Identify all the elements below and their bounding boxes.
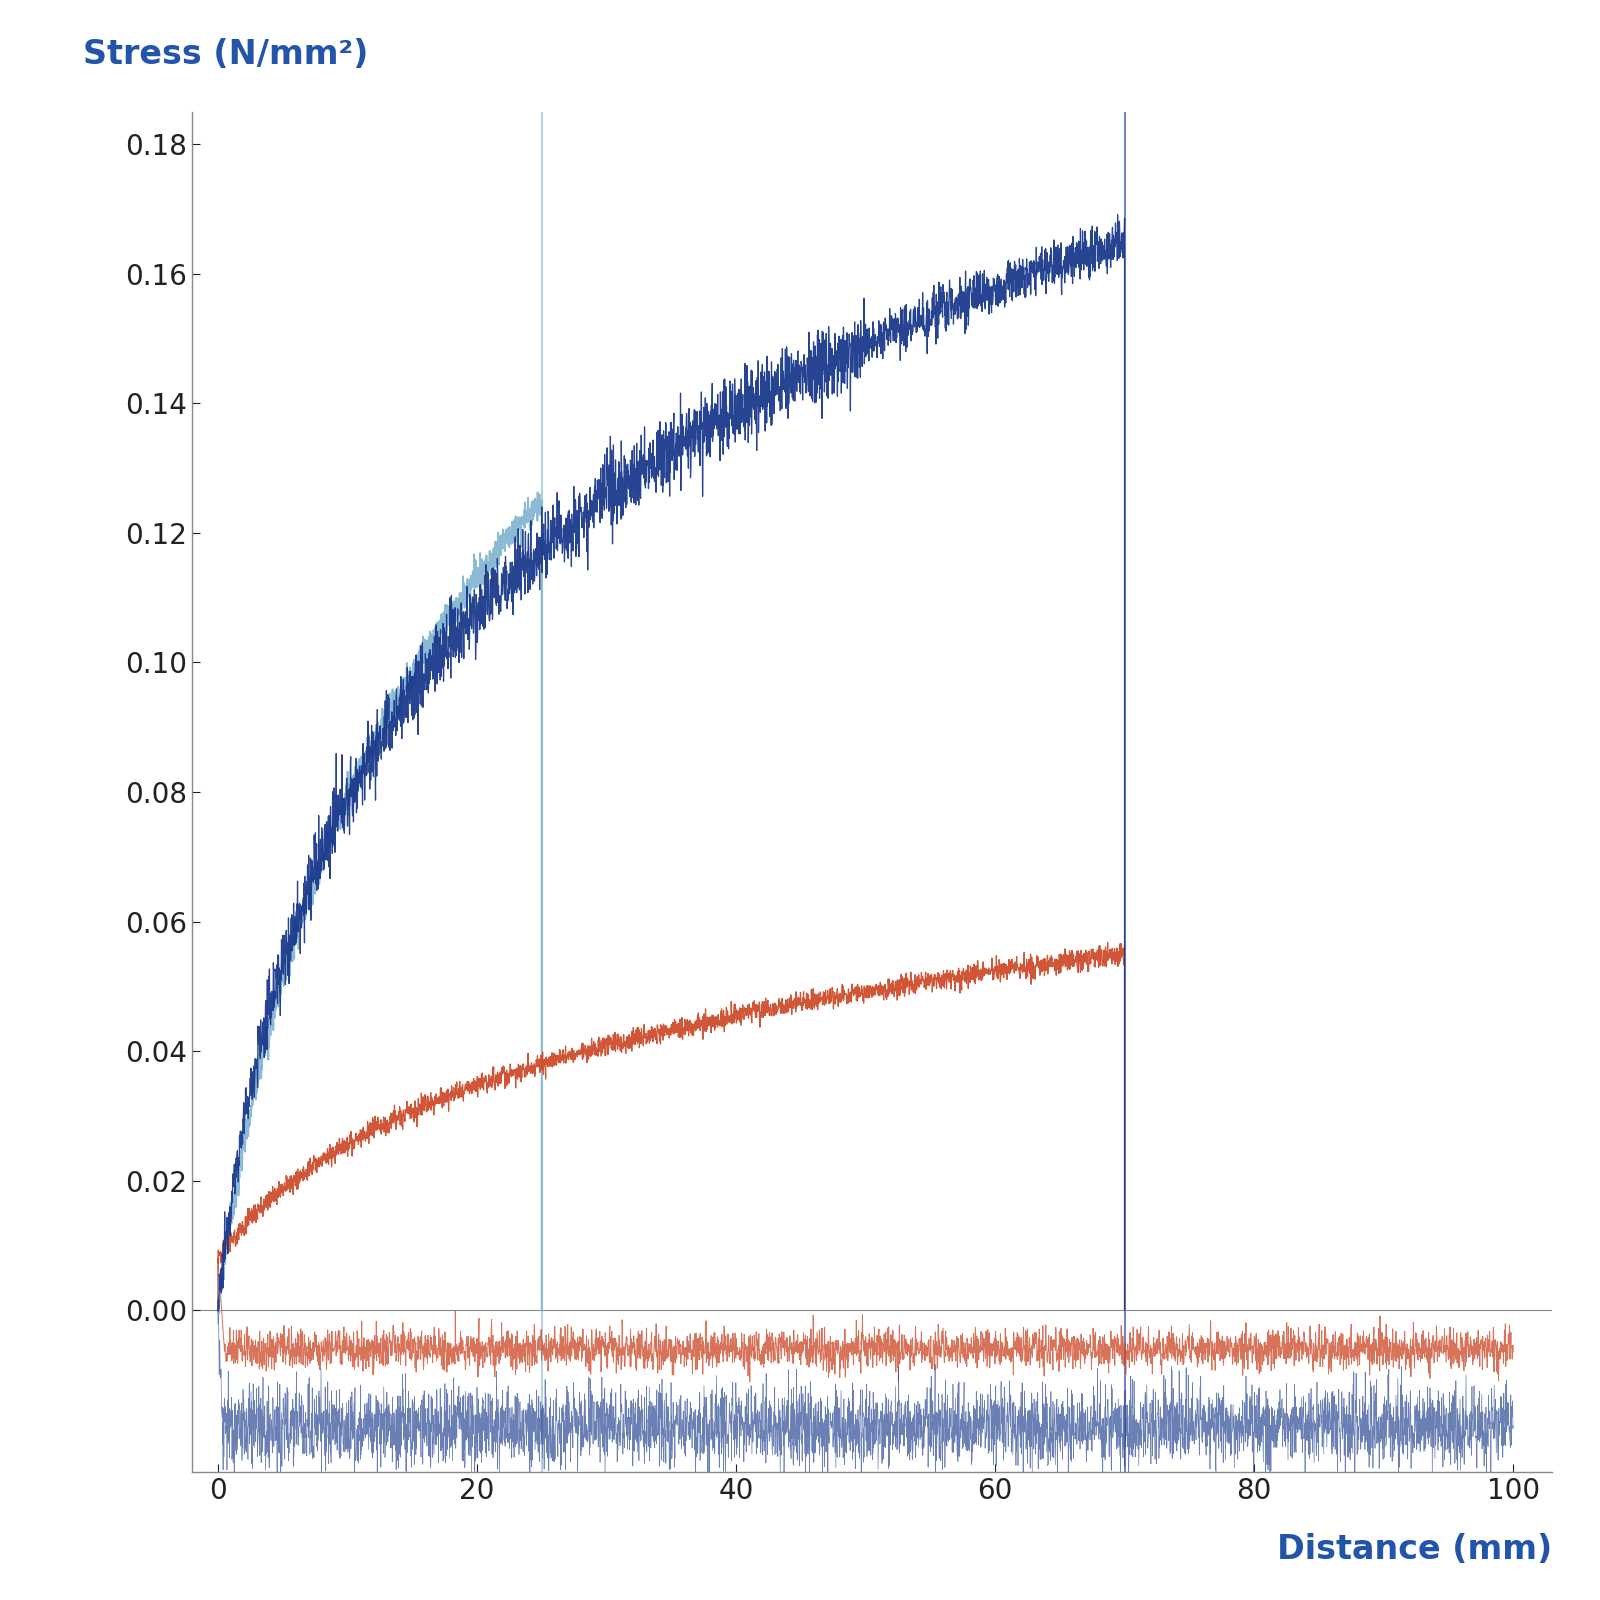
X-axis label: Distance (mm): Distance (mm)	[1277, 1533, 1552, 1566]
Y-axis label: Stress (N/mm²): Stress (N/mm²)	[83, 38, 368, 70]
